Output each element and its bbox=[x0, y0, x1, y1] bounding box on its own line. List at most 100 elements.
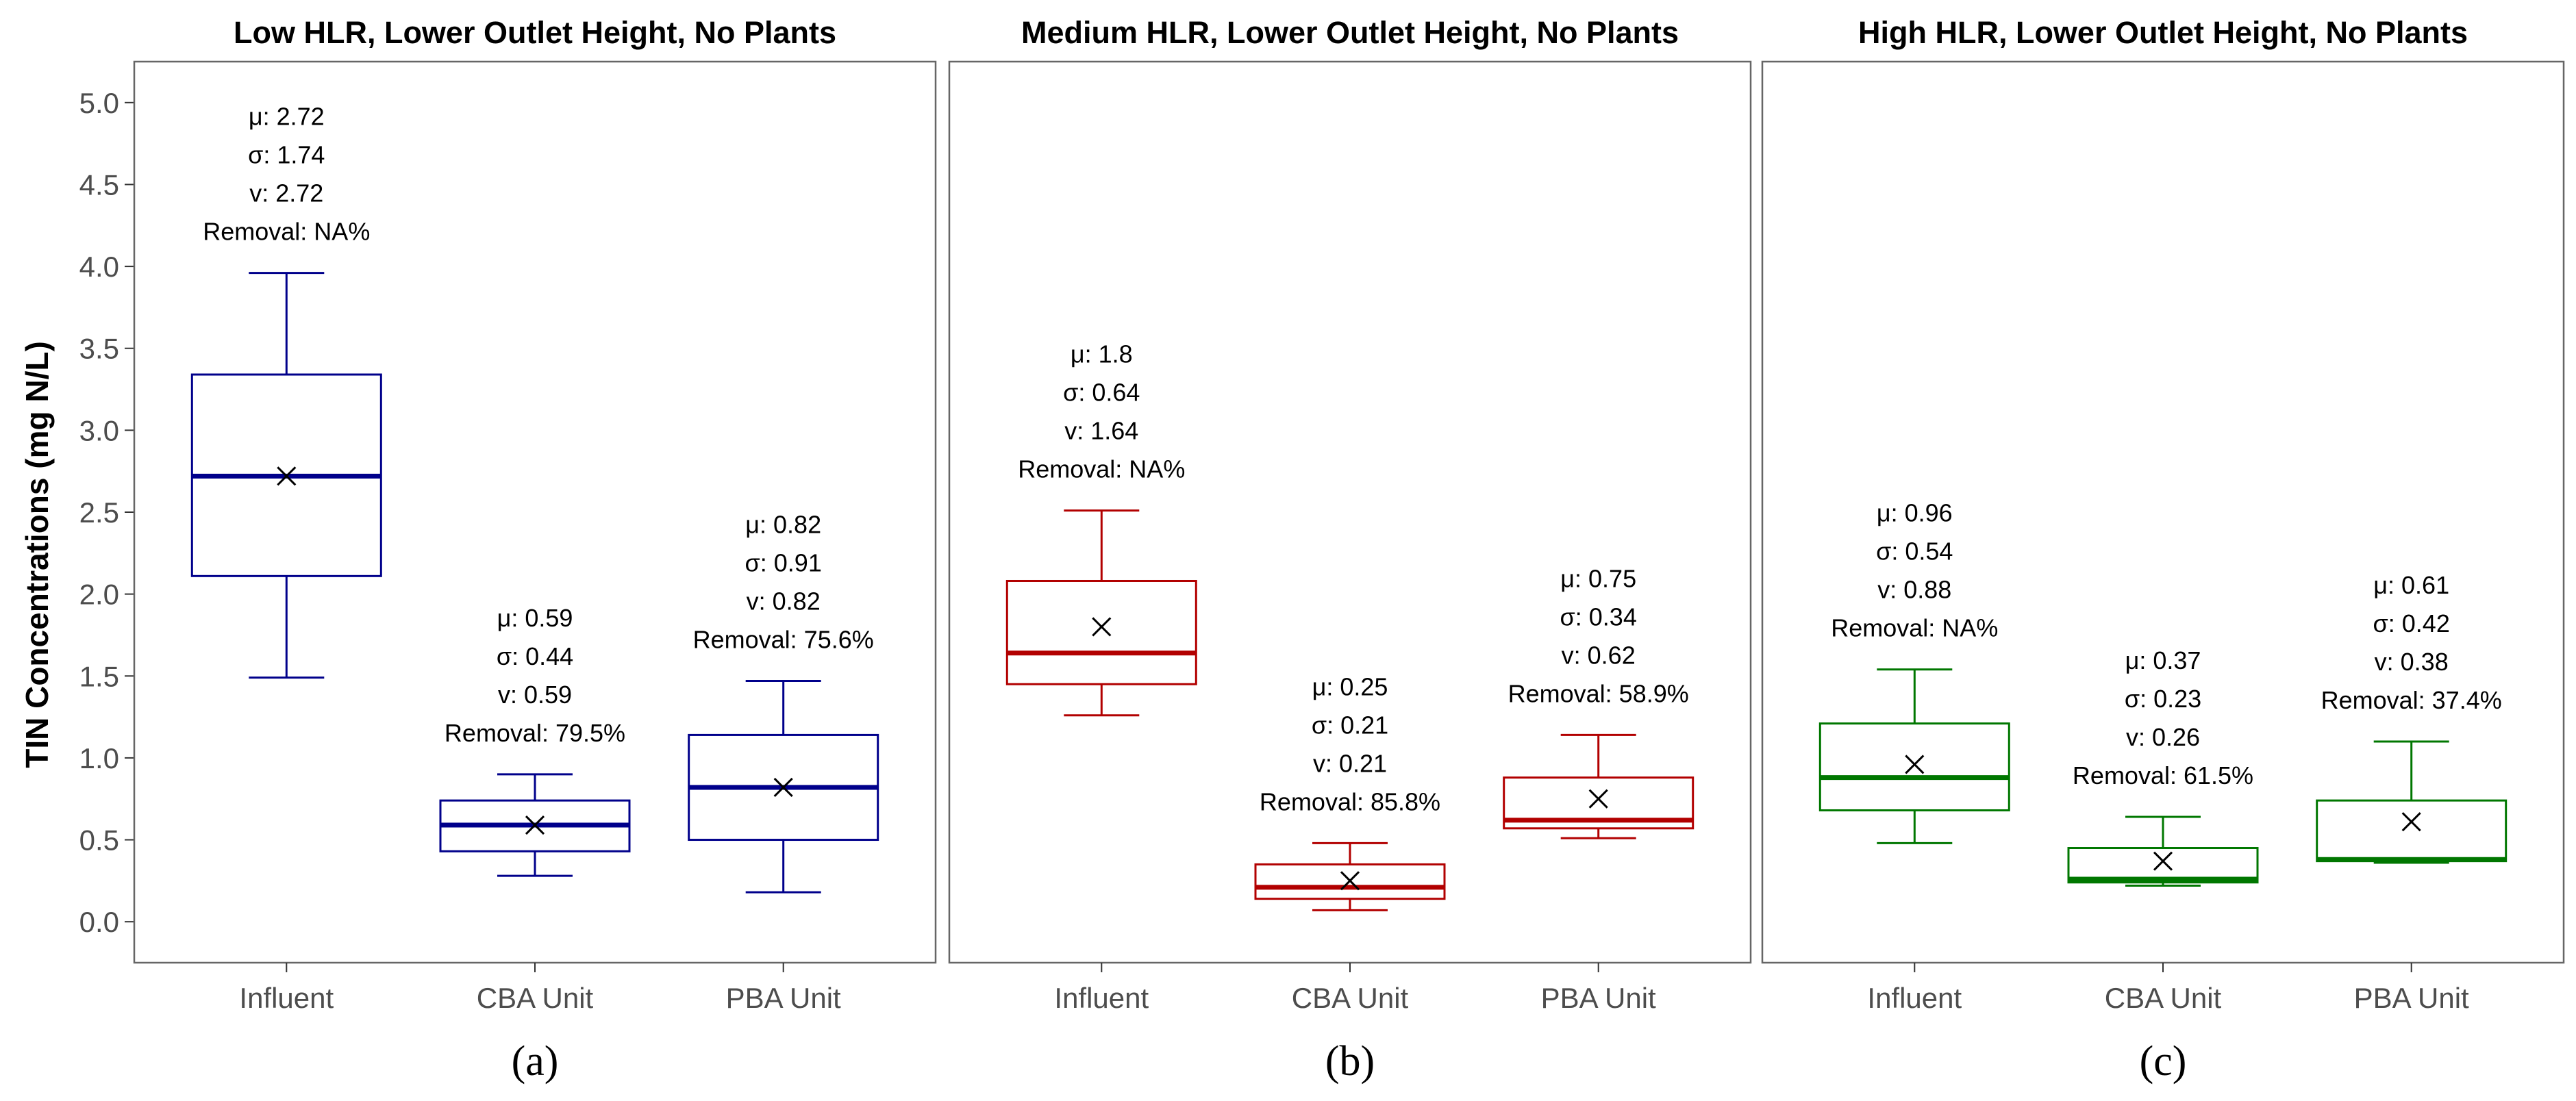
mean-marker-stroke bbox=[277, 466, 297, 486]
box-3: PBA Unit μ: 0.75 σ: 0.34 v: 0.62 Removal: 58… bbox=[1503, 564, 1695, 1014]
mean-marker-stroke bbox=[773, 777, 793, 798]
x-tick-label: Influent bbox=[239, 982, 334, 1014]
mean-marker-stroke bbox=[1092, 617, 1112, 637]
box-1: Influent μ: 0.96 σ: 0.54 v: 0.88 Removal: NA… bbox=[1818, 499, 2010, 1014]
stat-label: v: 0.62 bbox=[1562, 641, 1636, 669]
x-tick-label: CBA Unit bbox=[2105, 982, 2222, 1014]
stat-label: v: 1.64 bbox=[1064, 417, 1138, 445]
stat-label: σ: 0.44 bbox=[497, 642, 573, 670]
y-tick-label: 4.0 bbox=[79, 251, 119, 283]
mean-marker bbox=[1340, 871, 1360, 891]
stat-label: μ: 2.72 bbox=[249, 103, 325, 131]
iqr-box bbox=[2067, 847, 2259, 884]
stat-label: v: 0.26 bbox=[2126, 723, 2200, 751]
y-tick-label: 0.0 bbox=[79, 906, 119, 938]
y-tick-label: 2.5 bbox=[79, 496, 119, 529]
stat-label: μ: 0.82 bbox=[745, 510, 821, 538]
panel-2: Medium HLR, Lower Outlet Height, No Plan… bbox=[948, 15, 1752, 1085]
x-tick-label: PBA Unit bbox=[2354, 982, 2469, 1014]
mean-marker bbox=[1905, 755, 1925, 774]
box-1: Influent μ: 2.72 σ: 1.74 v: 2.72 Removal: NA… bbox=[190, 103, 382, 1014]
stat-label: Removal: 79.5% bbox=[445, 719, 625, 747]
box-3: PBA Unit μ: 0.61 σ: 0.42 v: 0.38 Removal: 37… bbox=[2316, 571, 2508, 1014]
stat-label: Removal: 61.5% bbox=[2073, 761, 2253, 789]
stat-label: Removal: NA% bbox=[1831, 614, 1998, 642]
stat-label: μ: 0.61 bbox=[2373, 571, 2449, 599]
panel-title: Low HLR, Lower Outlet Height, No Plants bbox=[234, 15, 836, 50]
stat-label: μ: 0.37 bbox=[2125, 646, 2201, 674]
stat-label: σ: 0.42 bbox=[2373, 609, 2450, 637]
mean-marker bbox=[1092, 617, 1112, 637]
x-tick-label: PBA Unit bbox=[726, 982, 841, 1014]
iqr-box bbox=[2316, 799, 2508, 863]
mean-marker bbox=[1588, 789, 1608, 809]
stat-label: Removal: NA% bbox=[1018, 455, 1185, 483]
stat-label: σ: 0.54 bbox=[1876, 537, 1953, 566]
mean-marker bbox=[773, 777, 793, 798]
y-tick-label: 5.0 bbox=[79, 87, 119, 119]
mean-marker-stroke bbox=[2401, 812, 2421, 832]
stat-label: σ: 0.21 bbox=[1312, 711, 1388, 739]
stat-label: v: 0.59 bbox=[498, 681, 572, 709]
box-2: CBA Unit μ: 0.59 σ: 0.44 v: 0.59 Removal: 79… bbox=[439, 604, 631, 1014]
y-axis: 0.0 0.5 1.0 1.5 2.0 2.5 3.0 3.5 4.0 4.5 5.0 bbox=[79, 87, 134, 938]
stat-label: v: 0.21 bbox=[1313, 749, 1387, 777]
stat-label: Removal: 75.6% bbox=[693, 625, 874, 653]
stat-label: σ: 0.34 bbox=[1560, 603, 1637, 631]
panel-sublabel: (c) bbox=[2140, 1038, 2187, 1085]
stat-label: μ: 0.75 bbox=[1560, 564, 1636, 592]
box-2: CBA Unit μ: 0.25 σ: 0.21 v: 0.21 Removal: 85… bbox=[1254, 672, 1446, 1014]
box-2: CBA Unit μ: 0.37 σ: 0.23 v: 0.26 Removal: 61… bbox=[2067, 646, 2259, 1014]
stat-label: Removal: NA% bbox=[203, 218, 370, 246]
y-tick-label: 1.5 bbox=[79, 660, 119, 692]
mean-marker-stroke bbox=[1340, 871, 1360, 891]
stat-label: μ: 0.25 bbox=[1312, 672, 1388, 700]
iqr-box bbox=[1005, 579, 1197, 685]
stat-label: μ: 0.96 bbox=[1877, 499, 1953, 527]
stat-label: σ: 1.74 bbox=[248, 141, 325, 169]
mean-marker-stroke bbox=[525, 815, 545, 835]
x-tick-label: CBA Unit bbox=[477, 982, 594, 1014]
y-tick-label: 0.5 bbox=[79, 824, 119, 857]
box-1: Influent μ: 1.8 σ: 0.64 v: 1.64 Removal: NA% bbox=[1005, 340, 1197, 1014]
stat-label: σ: 0.91 bbox=[745, 548, 822, 577]
y-tick-label: 2.0 bbox=[79, 579, 119, 611]
panel-1: Low HLR, Lower Outlet Height, No Plants (… bbox=[133, 15, 937, 1085]
panel-title: Medium HLR, Lower Outlet Height, No Plan… bbox=[1021, 15, 1679, 50]
mean-marker bbox=[2153, 851, 2173, 871]
stat-label: σ: 0.23 bbox=[2125, 685, 2201, 713]
x-tick-label: CBA Unit bbox=[1292, 982, 1409, 1014]
box-3: PBA Unit μ: 0.82 σ: 0.91 v: 0.82 Removal: 75… bbox=[688, 510, 879, 1014]
stat-label: Removal: 37.4% bbox=[2321, 686, 2502, 714]
panels: 0.0 0.5 1.0 1.5 2.0 2.5 3.0 3.5 4.0 4.5 5.0 Low HLR… bbox=[79, 15, 2565, 1085]
stat-label: Removal: 85.8% bbox=[1260, 787, 1440, 815]
mean-marker bbox=[277, 466, 297, 486]
mean-marker-stroke bbox=[1905, 755, 1925, 774]
stat-label: μ: 1.8 bbox=[1071, 340, 1133, 368]
stat-label: v: 2.72 bbox=[249, 179, 323, 207]
stat-label: v: 0.82 bbox=[747, 587, 821, 615]
y-tick-label: 3.5 bbox=[79, 333, 119, 365]
y-tick-label: 3.0 bbox=[79, 414, 119, 446]
panel-sublabel: (a) bbox=[512, 1038, 559, 1085]
y-axis-title: TIN Concentrations (mg N/L) bbox=[19, 341, 55, 768]
stat-label: σ: 0.64 bbox=[1063, 379, 1140, 407]
panel-sublabel: (b) bbox=[1325, 1038, 1375, 1085]
mean-marker-stroke bbox=[2153, 851, 2173, 871]
mean-marker bbox=[2401, 812, 2421, 832]
y-tick-label: 1.0 bbox=[79, 742, 119, 774]
panel-3: High HLR, Lower Outlet Height, No Plants… bbox=[1761, 15, 2565, 1085]
x-tick-label: Influent bbox=[1867, 982, 1962, 1014]
mean-marker-stroke bbox=[1588, 789, 1608, 809]
x-tick-label: PBA Unit bbox=[1541, 982, 1656, 1014]
stat-label: Removal: 58.9% bbox=[1508, 679, 1689, 707]
x-tick-label: Influent bbox=[1054, 982, 1149, 1014]
mean-marker bbox=[525, 815, 545, 835]
y-tick-label: 4.5 bbox=[79, 168, 119, 201]
stat-label: μ: 0.59 bbox=[497, 604, 573, 632]
iqr-box bbox=[1818, 722, 2010, 811]
stat-label: v: 0.38 bbox=[2375, 648, 2449, 676]
panel-title: High HLR, Lower Outlet Height, No Plants bbox=[1858, 15, 2468, 50]
stat-label: v: 0.88 bbox=[1877, 576, 1951, 604]
